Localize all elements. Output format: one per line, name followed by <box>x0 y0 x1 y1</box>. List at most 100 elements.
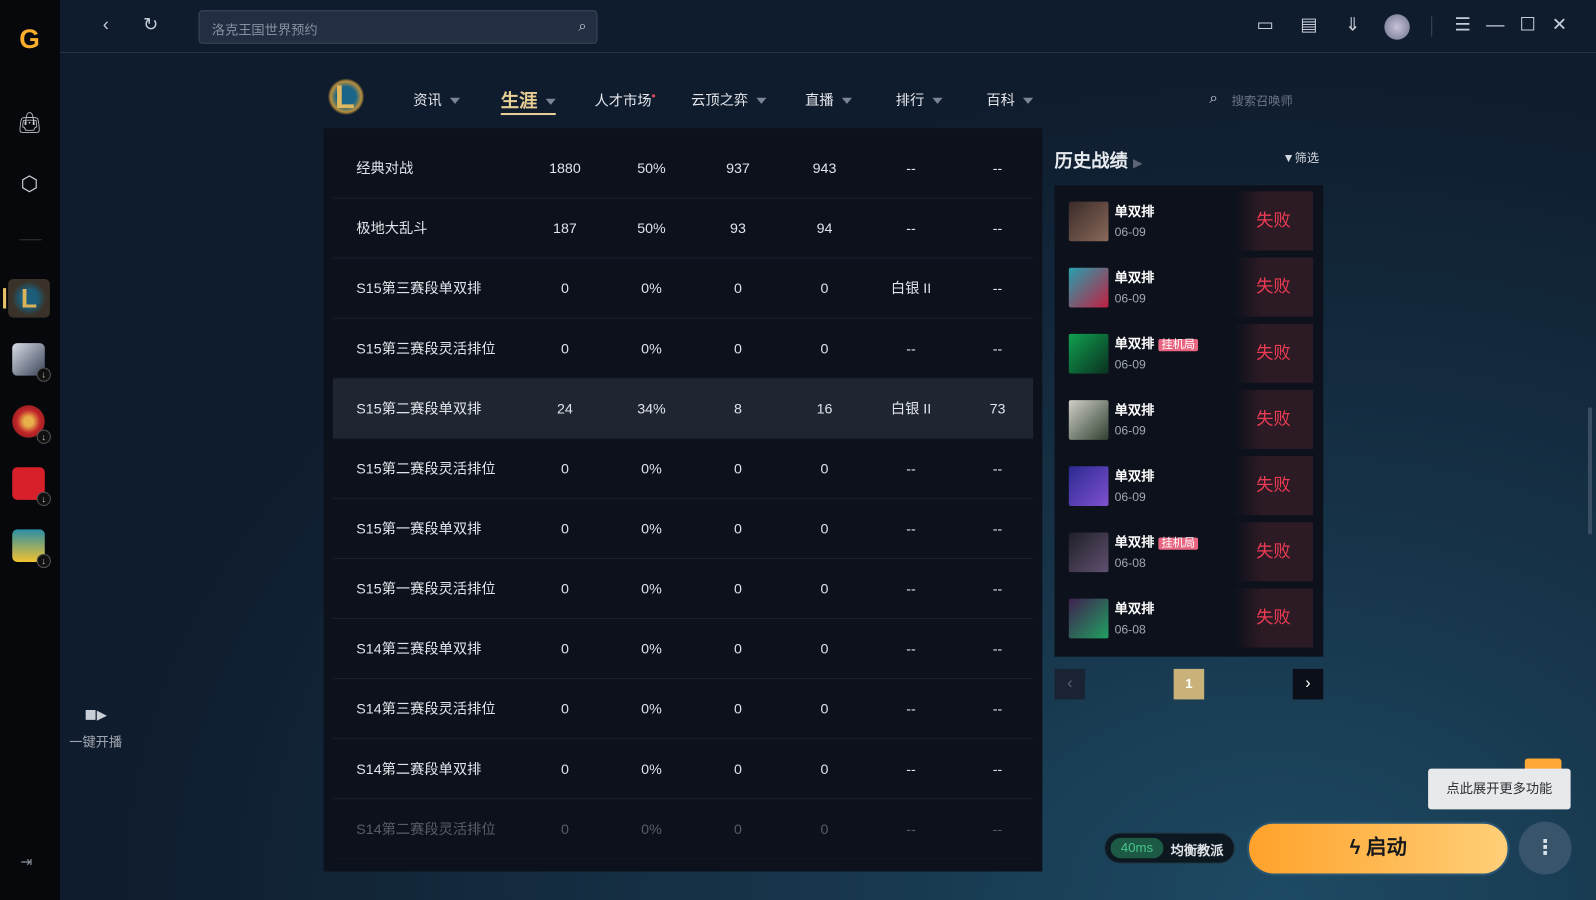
maximize-icon[interactable]: ☐ <box>1519 14 1537 35</box>
stat-cell: 0 <box>560 279 569 297</box>
stat-cell: 0% <box>641 640 662 657</box>
summoner-search-icon[interactable]: ⌕ <box>1209 89 1218 107</box>
champion-avatar <box>1068 267 1109 308</box>
history-title[interactable]: 历史战绩 ▶ <box>1054 150 1143 172</box>
match-item[interactable]: 单双排 06-09 失败 <box>1055 191 1314 251</box>
server-name: 均衡教派 <box>1170 842 1224 859</box>
nav-talent-market[interactable]: 人才市场• <box>594 89 656 109</box>
stat-cell: 0 <box>820 820 829 837</box>
champion-avatar <box>1068 466 1109 506</box>
stat-cell: 0 <box>734 820 742 837</box>
minimize-icon[interactable]: — <box>1486 14 1505 35</box>
filter-button[interactable]: ▼筛选 <box>1282 150 1320 165</box>
nav-wiki[interactable]: 百科 <box>986 90 1034 110</box>
game-lol-icon[interactable]: L <box>8 278 50 318</box>
search-input[interactable]: 洛克王国世界预约 ⌕ <box>198 10 598 44</box>
app-logo-icon: G <box>19 22 40 54</box>
match-result: 失败 <box>1233 456 1314 516</box>
close-icon[interactable]: ✕ <box>1551 14 1568 35</box>
more-functions-button[interactable]: ⋮ <box>1518 821 1572 875</box>
game-cf-icon[interactable]: ↓ <box>12 405 51 444</box>
game-ni-icon[interactable]: ↓ <box>12 467 51 506</box>
stat-cell: 50% <box>637 219 666 237</box>
match-item[interactable]: 单双排 06-09 失败 <box>1055 389 1314 449</box>
game-5-icon[interactable]: ↓ <box>12 529 51 569</box>
camera-icon[interactable]: ■▸ <box>84 703 108 726</box>
refresh-icon[interactable]: ↻ <box>142 14 159 35</box>
queue-name: S15第三赛段灵活排位 <box>356 340 496 357</box>
stat-cell: 937 <box>726 159 750 177</box>
stat-cell: 0 <box>560 460 569 477</box>
match-result: 失败 <box>1233 522 1314 582</box>
tooltip: 点此展开更多功能 <box>1428 768 1571 810</box>
stat-cell: -- <box>992 640 1003 657</box>
lol-logo: L <box>327 75 365 119</box>
gamepad-icon[interactable]: ⬡ <box>20 172 39 195</box>
match-result: 失败 <box>1233 389 1314 449</box>
stat-cell: -- <box>906 460 916 477</box>
stat-cell: 0% <box>641 460 662 477</box>
launch-button[interactable]: ϟ 启动 <box>1246 821 1510 876</box>
match-item[interactable]: 单双排 06-08 失败 <box>1055 588 1314 648</box>
stat-cell: 50% <box>637 159 666 177</box>
nav-tft[interactable]: 云顶之弈 <box>691 90 767 110</box>
queue-name: S14第二赛段单双排 <box>356 760 482 777</box>
stat-cell: 93 <box>730 219 746 237</box>
stat-cell: 0% <box>641 820 662 837</box>
scrollbar[interactable] <box>1587 407 1592 535</box>
match-list: 单双排 06-09 失败 单双排 06-09 失败 单双排 挂机局 06-09 失败 单双排 06-0… <box>1054 185 1324 657</box>
stat-cell: 0 <box>734 640 742 657</box>
queue-name: S15第一赛段灵活排位 <box>356 580 496 597</box>
download-icon: ↓ <box>36 367 51 382</box>
nav-news[interactable]: 资讯 <box>413 90 461 110</box>
download-manager-icon[interactable]: ⇓ <box>1345 14 1361 35</box>
lightning-icon: ϟ <box>1349 836 1367 860</box>
menu-icon[interactable]: ☰ <box>1454 14 1471 35</box>
match-item[interactable]: 单双排 06-09 失败 <box>1055 456 1314 516</box>
user-avatar[interactable] <box>1384 14 1410 40</box>
summoner-search-input[interactable]: 搜索召唤师 <box>1231 93 1293 108</box>
match-date: 06-08 <box>1114 555 1146 571</box>
stat-cell: 0% <box>641 760 662 777</box>
back-icon[interactable]: ‹ <box>102 14 109 35</box>
game-2-icon[interactable]: ↓ <box>12 343 51 382</box>
match-mode: 单双排 <box>1114 468 1155 484</box>
stat-cell: 0 <box>734 700 742 717</box>
champion-avatar <box>1068 400 1109 440</box>
match-date: 06-08 <box>1114 622 1146 637</box>
match-date: 06-09 <box>1114 291 1146 306</box>
top-bar: ‹ ↻ <box>60 0 1596 53</box>
match-item[interactable]: 单双排 挂机局 06-09 失败 <box>1055 323 1314 383</box>
table-row: S14第二赛段灵活排位 0 0% 0 0 -- -- <box>332 799 1034 860</box>
stat-cell: -- <box>992 580 1003 597</box>
message-icon[interactable]: ▤ <box>1300 14 1318 35</box>
store-bag-icon[interactable]: 👜︎ <box>16 111 43 134</box>
nav-ranking[interactable]: 排行 <box>896 90 943 110</box>
stat-cell: 0% <box>641 520 662 537</box>
queue-name: S15第三赛段单双排 <box>356 279 482 297</box>
nav-career[interactable]: 生涯 <box>500 87 556 116</box>
match-item[interactable]: 单双排 挂机局 06-08 失败 <box>1055 522 1314 582</box>
queue-name: S15第一赛段单双排 <box>356 520 482 537</box>
stat-cell: -- <box>992 340 1003 357</box>
collapse-sidebar-icon[interactable]: ⇥ <box>20 853 33 870</box>
queue-name: 极地大乱斗 <box>356 219 428 237</box>
game-nav: L 资讯 生涯 人才市场• 云顶之弈 直播 排行 百科 ⌕ 搜索召唤师 <box>326 73 1303 124</box>
broadcast-label[interactable]: 一键开播 <box>69 734 123 750</box>
queue-name: S14第三赛段单双排 <box>356 640 482 657</box>
nav-live[interactable]: 直播 <box>805 90 852 110</box>
stat-cell: 0 <box>734 520 742 537</box>
match-mode: 单双排 <box>1114 600 1155 616</box>
stat-cell: -- <box>992 460 1003 477</box>
folder-icon[interactable]: ▭ <box>1256 14 1274 35</box>
stat-cell: -- <box>992 159 1003 177</box>
search-icon[interactable]: ⌕ <box>578 17 587 34</box>
match-item[interactable]: 单双排 06-09 失败 <box>1055 257 1314 317</box>
next-page-button[interactable]: › <box>1292 668 1324 700</box>
stat-cell: -- <box>906 580 916 597</box>
server-pill[interactable]: 40ms 均衡教派 <box>1104 832 1235 864</box>
stat-cell: -- <box>906 760 916 777</box>
prev-page-button[interactable]: ‹ <box>1054 668 1086 700</box>
page-1-button[interactable]: 1 <box>1173 668 1205 700</box>
stat-cell: 0 <box>734 279 742 297</box>
